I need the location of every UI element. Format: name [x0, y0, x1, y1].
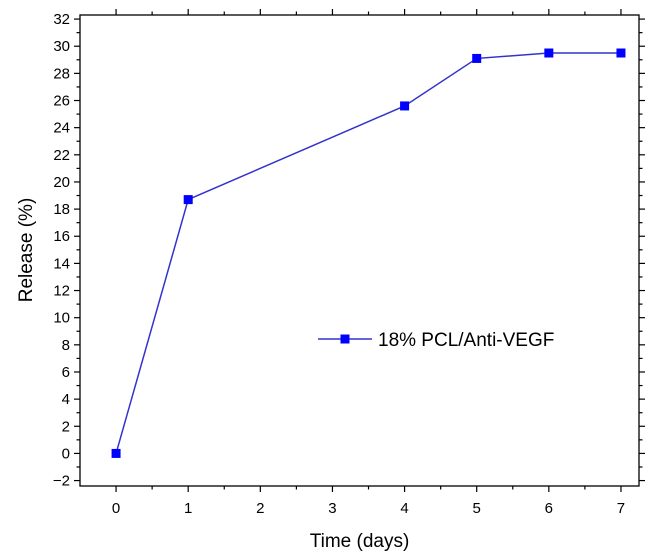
x-tick-label: 0	[112, 500, 120, 517]
x-tick-label: 7	[617, 500, 625, 517]
x-tick-label: 5	[473, 500, 481, 517]
x-tick-label: 1	[184, 500, 192, 517]
y-tick-label: 28	[53, 65, 70, 82]
y-tick-label: 6	[62, 364, 70, 381]
data-point	[472, 53, 482, 63]
y-tick-label: 8	[62, 337, 70, 354]
y-tick-label: 0	[62, 445, 70, 462]
legend: 18% PCL/Anti-VEGF	[318, 330, 554, 351]
series-markers	[111, 48, 626, 458]
data-point	[111, 448, 121, 458]
y-tick-label: 24	[53, 120, 70, 137]
data-point	[400, 101, 410, 111]
legend-marker	[340, 334, 350, 344]
y-tick-label: 14	[53, 255, 70, 272]
y-tick-label: 2	[62, 418, 70, 435]
data-point	[544, 48, 554, 58]
series-line	[115, 52, 621, 454]
y-axis-ticks	[74, 18, 645, 482]
x-axis-title: Time (days)	[310, 531, 410, 552]
y-tick-label: −2	[53, 473, 70, 490]
y-tick-label: 30	[53, 38, 70, 55]
legend-label: 18% PCL/Anti-VEGF	[378, 330, 554, 351]
y-tick-label: 26	[53, 93, 70, 110]
plot-frame	[79, 14, 640, 487]
plot-border	[79, 14, 640, 487]
y-axis-title: Release (%)	[16, 198, 37, 303]
y-tick-label: 20	[53, 174, 70, 191]
y-tick-label: 16	[53, 228, 70, 245]
x-axis-ticks	[115, 9, 622, 492]
y-tick-label: 32	[53, 11, 70, 28]
x-tick-label: 6	[545, 500, 553, 517]
data-point	[183, 195, 193, 205]
x-tick-label: 2	[256, 500, 264, 517]
y-tick-label: 12	[53, 283, 70, 300]
y-tick-label: 22	[53, 147, 70, 164]
series-lines	[115, 52, 621, 454]
x-axis-tick-labels: 0 1 2 3 4 5 6 7	[112, 500, 625, 517]
y-tick-label: 10	[53, 310, 70, 327]
data-point	[616, 48, 626, 58]
y-tick-label: 18	[53, 201, 70, 218]
x-tick-label: 4	[400, 500, 408, 517]
x-tick-label: 3	[328, 500, 336, 517]
y-tick-label: 4	[62, 391, 70, 408]
